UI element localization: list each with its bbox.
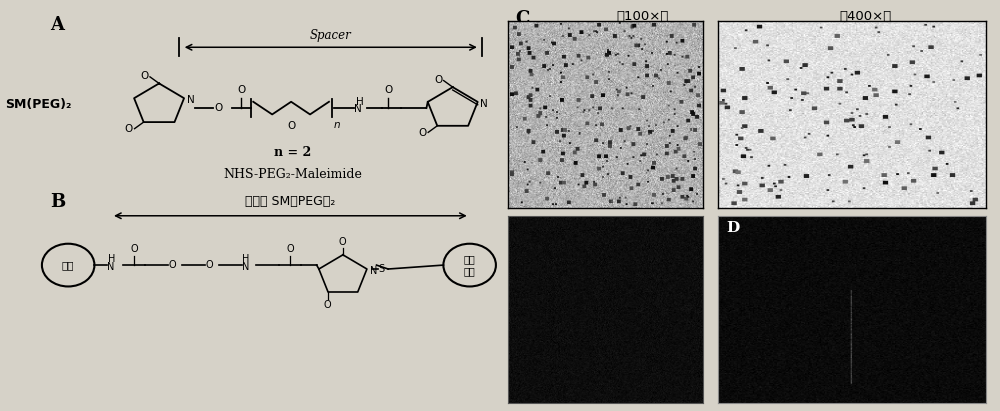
Text: N: N <box>370 266 377 276</box>
Text: O: O <box>324 300 331 310</box>
Text: O: O <box>384 85 392 95</box>
Text: N: N <box>480 99 488 109</box>
Text: N: N <box>187 95 194 105</box>
Text: O: O <box>124 125 133 134</box>
Text: n = 2: n = 2 <box>274 145 312 159</box>
Text: A: A <box>50 16 64 35</box>
Text: Spacer: Spacer <box>310 29 352 42</box>
Text: O: O <box>141 71 149 81</box>
Text: H: H <box>356 97 364 107</box>
Text: O: O <box>206 260 213 270</box>
Text: O: O <box>169 260 176 270</box>
Text: （400×）: （400×） <box>839 10 891 23</box>
Text: N: N <box>354 104 362 114</box>
Text: （100×）: （100×） <box>616 10 669 23</box>
Text: O: O <box>434 75 443 85</box>
Text: SM(PEG)₂: SM(PEG)₂ <box>5 98 71 111</box>
Text: 连接子 SM（PEG）₂: 连接子 SM（PEG）₂ <box>245 195 336 208</box>
Text: O: O <box>130 244 138 254</box>
Text: N: N <box>107 262 114 272</box>
Text: 磁珠: 磁珠 <box>62 260 74 270</box>
Text: H: H <box>242 254 250 264</box>
Text: N: N <box>242 262 249 272</box>
Text: O: O <box>214 103 223 113</box>
Text: D: D <box>726 222 739 236</box>
Text: O: O <box>287 121 295 131</box>
Text: 底物
多肽: 底物 多肽 <box>464 254 476 276</box>
Text: n: n <box>334 120 341 129</box>
Text: S: S <box>379 264 385 274</box>
Text: C: C <box>515 10 529 28</box>
Text: H: H <box>108 254 115 264</box>
Text: O: O <box>237 85 245 95</box>
Text: O: O <box>418 128 426 138</box>
Text: B: B <box>50 193 66 211</box>
Text: O: O <box>339 237 346 247</box>
Text: NHS-PEG₂-Maleimide: NHS-PEG₂-Maleimide <box>223 168 362 181</box>
Text: O: O <box>286 244 294 254</box>
